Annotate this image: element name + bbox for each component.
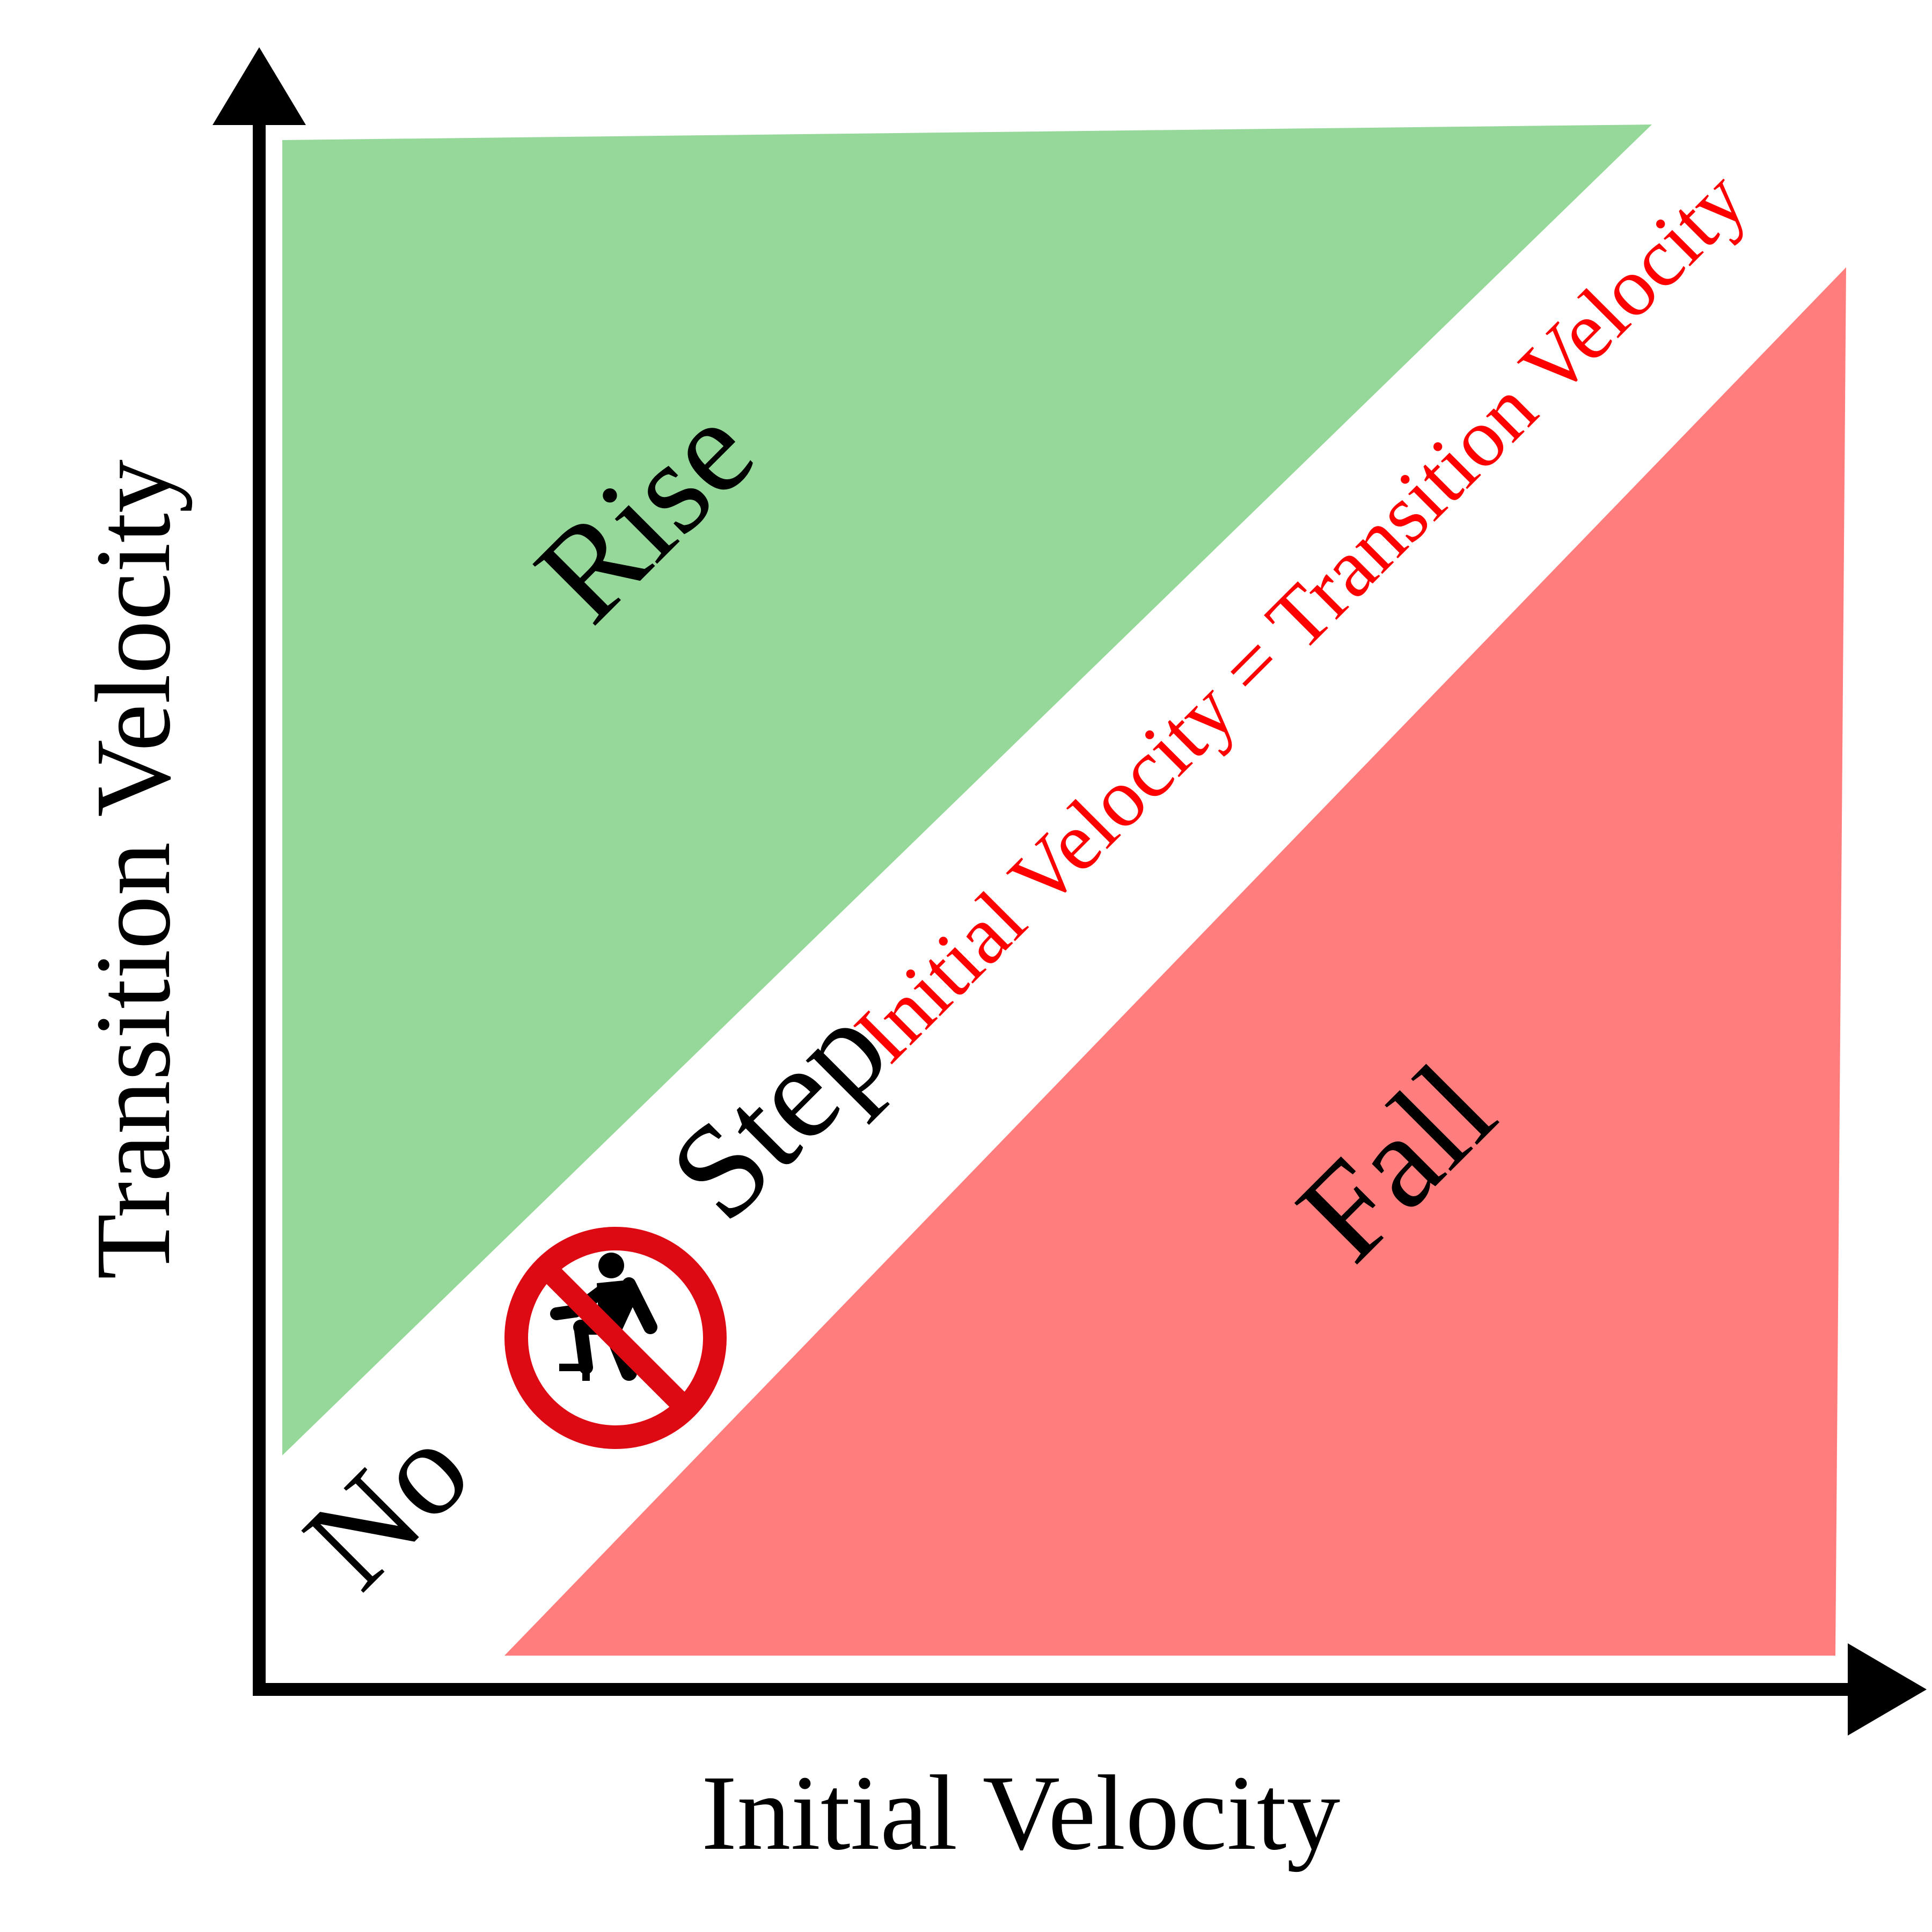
fall-region xyxy=(504,267,1846,1656)
rise-region xyxy=(282,125,1652,1455)
y-axis-label: Transition Velocity xyxy=(74,459,193,1279)
axes xyxy=(213,47,1927,1736)
y-axis-arrowhead xyxy=(213,47,306,125)
prohibition-slash xyxy=(537,1260,694,1416)
x-axis-label: Initial Velocity xyxy=(701,1754,1341,1872)
no-stepping-prohibition-icon xyxy=(504,1227,727,1449)
x-axis-arrowhead xyxy=(1848,1643,1927,1736)
